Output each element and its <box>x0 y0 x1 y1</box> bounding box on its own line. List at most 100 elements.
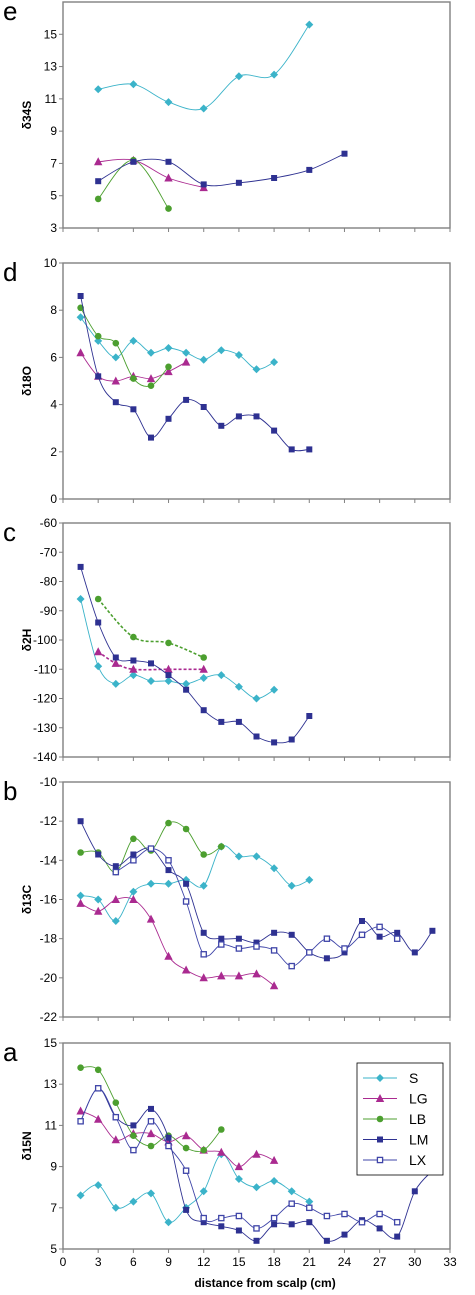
data-point-d-S-6 <box>182 348 191 357</box>
data-point-legend-LM-0 <box>377 1136 383 1143</box>
data-point-b-LM-1 <box>95 851 102 858</box>
data-point-a-LG-4 <box>146 1129 156 1138</box>
data-point-a-S-12 <box>287 1187 296 1196</box>
data-point-b-LX-15 <box>376 923 383 931</box>
data-point-b-LM-5 <box>165 867 172 874</box>
data-point-legend-LX-0 <box>376 1156 384 1164</box>
data-point-c-S-2 <box>111 679 120 688</box>
data-point-a-LM-6 <box>183 1206 190 1213</box>
plot-frame-e <box>62 1 451 229</box>
series-line-c-LB <box>97 598 205 659</box>
data-point-a-S-13 <box>305 1197 314 1206</box>
data-point-a-LM-18 <box>394 1233 401 1240</box>
data-point-d-S-1 <box>94 336 103 345</box>
series-line-d-LM <box>80 295 310 452</box>
data-point-c-LG-0 <box>94 647 103 656</box>
data-point-b-LX-13 <box>341 945 348 952</box>
data-point-d-LM-3 <box>130 406 137 413</box>
data-point-d-LM-0 <box>77 293 84 299</box>
data-point-a-LG-2 <box>111 1135 120 1144</box>
series-line-a-LX <box>80 1087 398 1229</box>
data-point-c-LM-13 <box>306 713 313 719</box>
data-point-a-LX-10 <box>253 1225 260 1232</box>
data-point-c-LM-4 <box>148 660 154 667</box>
y-tick-label-d: 4 <box>50 398 57 412</box>
data-point-b-LB-8 <box>218 843 225 850</box>
data-point-b-S-12 <box>287 881 296 890</box>
data-point-d-LB-5 <box>165 363 172 371</box>
data-point-a-LG-8 <box>217 1147 226 1156</box>
data-point-a-LM-17 <box>376 1225 383 1232</box>
x-tick-label: 33 <box>443 1255 457 1269</box>
data-point-c-S-3 <box>129 671 138 680</box>
data-point-b-LX-5 <box>200 951 207 958</box>
data-point-b-S-11 <box>270 864 279 873</box>
data-point-c-S-7 <box>199 674 208 682</box>
data-point-c-S-5 <box>164 677 173 685</box>
data-point-c-S-11 <box>270 685 279 694</box>
panel-letter-b: b <box>3 776 17 806</box>
data-point-a-S-10 <box>252 1183 261 1192</box>
y-axis-label-c: δ2H <box>20 629 34 652</box>
data-point-b-LX-12 <box>323 935 331 942</box>
series-line-a-LG <box>80 1110 275 1168</box>
y-tick-label-d: 10 <box>44 256 58 270</box>
data-point-d-LM-12 <box>288 446 295 453</box>
plot-frame-d <box>62 262 451 500</box>
y-tick-label-e: 9 <box>50 124 57 138</box>
data-point-d-S-7 <box>199 355 208 364</box>
data-point-b-LG-6 <box>181 965 191 974</box>
data-point-a-LX-7 <box>200 1214 207 1222</box>
panel-b: b δ13C -22 -20 -18 -16 -14 -12 -10 <box>3 775 451 1024</box>
data-point-legend-S-0 <box>376 1074 384 1082</box>
data-point-a-LX-1 <box>94 1085 102 1092</box>
data-point-b-LG-3 <box>129 895 138 903</box>
data-point-d-S-11 <box>270 358 279 367</box>
y-tick-label-c: -110 <box>34 662 57 676</box>
legend-label-LB: LB <box>409 1111 426 1127</box>
y-tick-label-d: 6 <box>50 350 57 364</box>
y-tick-label-c: -60 <box>40 516 58 530</box>
data-point-d-LB-4 <box>147 382 155 390</box>
data-point-a-S-11 <box>270 1177 279 1185</box>
y-tick-label-c: -140 <box>33 750 57 764</box>
data-point-c-LG-4 <box>199 664 208 673</box>
data-point-d-S-2 <box>111 353 120 362</box>
y-axis-label-d: δ18O <box>20 366 34 396</box>
data-point-e-LM-6 <box>306 166 313 173</box>
data-point-c-LB-2 <box>165 639 172 647</box>
y-tick-label-e: 13 <box>44 60 58 74</box>
data-point-b-LM-3 <box>130 851 137 858</box>
data-point-a-LM-19 <box>411 1188 418 1195</box>
data-point-d-LM-8 <box>218 422 225 429</box>
data-point-b-LM-19 <box>411 949 418 956</box>
series-line-d-S <box>80 317 275 370</box>
data-point-a-LB-0 <box>77 1064 84 1071</box>
data-point-a-S-1 <box>94 1181 103 1190</box>
y-tick-label-a: 7 <box>50 1201 57 1215</box>
data-point-a-LM-13 <box>306 1219 313 1226</box>
series-line-a-S <box>80 1153 310 1223</box>
data-point-e-LG-2 <box>164 173 173 182</box>
data-point-a-LM-14 <box>323 1237 330 1244</box>
data-point-a-S-0 <box>76 1191 85 1200</box>
data-point-a-LM-5 <box>165 1134 172 1141</box>
data-point-a-LX-17 <box>376 1210 383 1218</box>
y-tick-label-b: -14 <box>40 853 58 867</box>
y-tick-label-e: 3 <box>50 221 57 235</box>
panel-letter-e: e <box>3 0 17 26</box>
data-point-b-LG-1 <box>94 906 103 915</box>
data-point-b-LM-14 <box>323 955 330 962</box>
data-point-a-LX-5 <box>165 1142 172 1150</box>
data-point-d-LG-5 <box>164 367 173 376</box>
data-point-d-LB-2 <box>112 339 120 347</box>
data-point-e-LB-0 <box>94 195 102 203</box>
y-axis-label-b: δ13C <box>20 885 34 915</box>
y-tick-label-a: 15 <box>44 1036 58 1050</box>
y-tick-label-b: -12 <box>40 814 58 828</box>
data-point-a-LM-9 <box>235 1227 242 1234</box>
data-point-a-LX-16 <box>358 1218 366 1226</box>
data-point-e-LM-5 <box>271 175 278 181</box>
data-point-d-LG-6 <box>181 357 191 366</box>
